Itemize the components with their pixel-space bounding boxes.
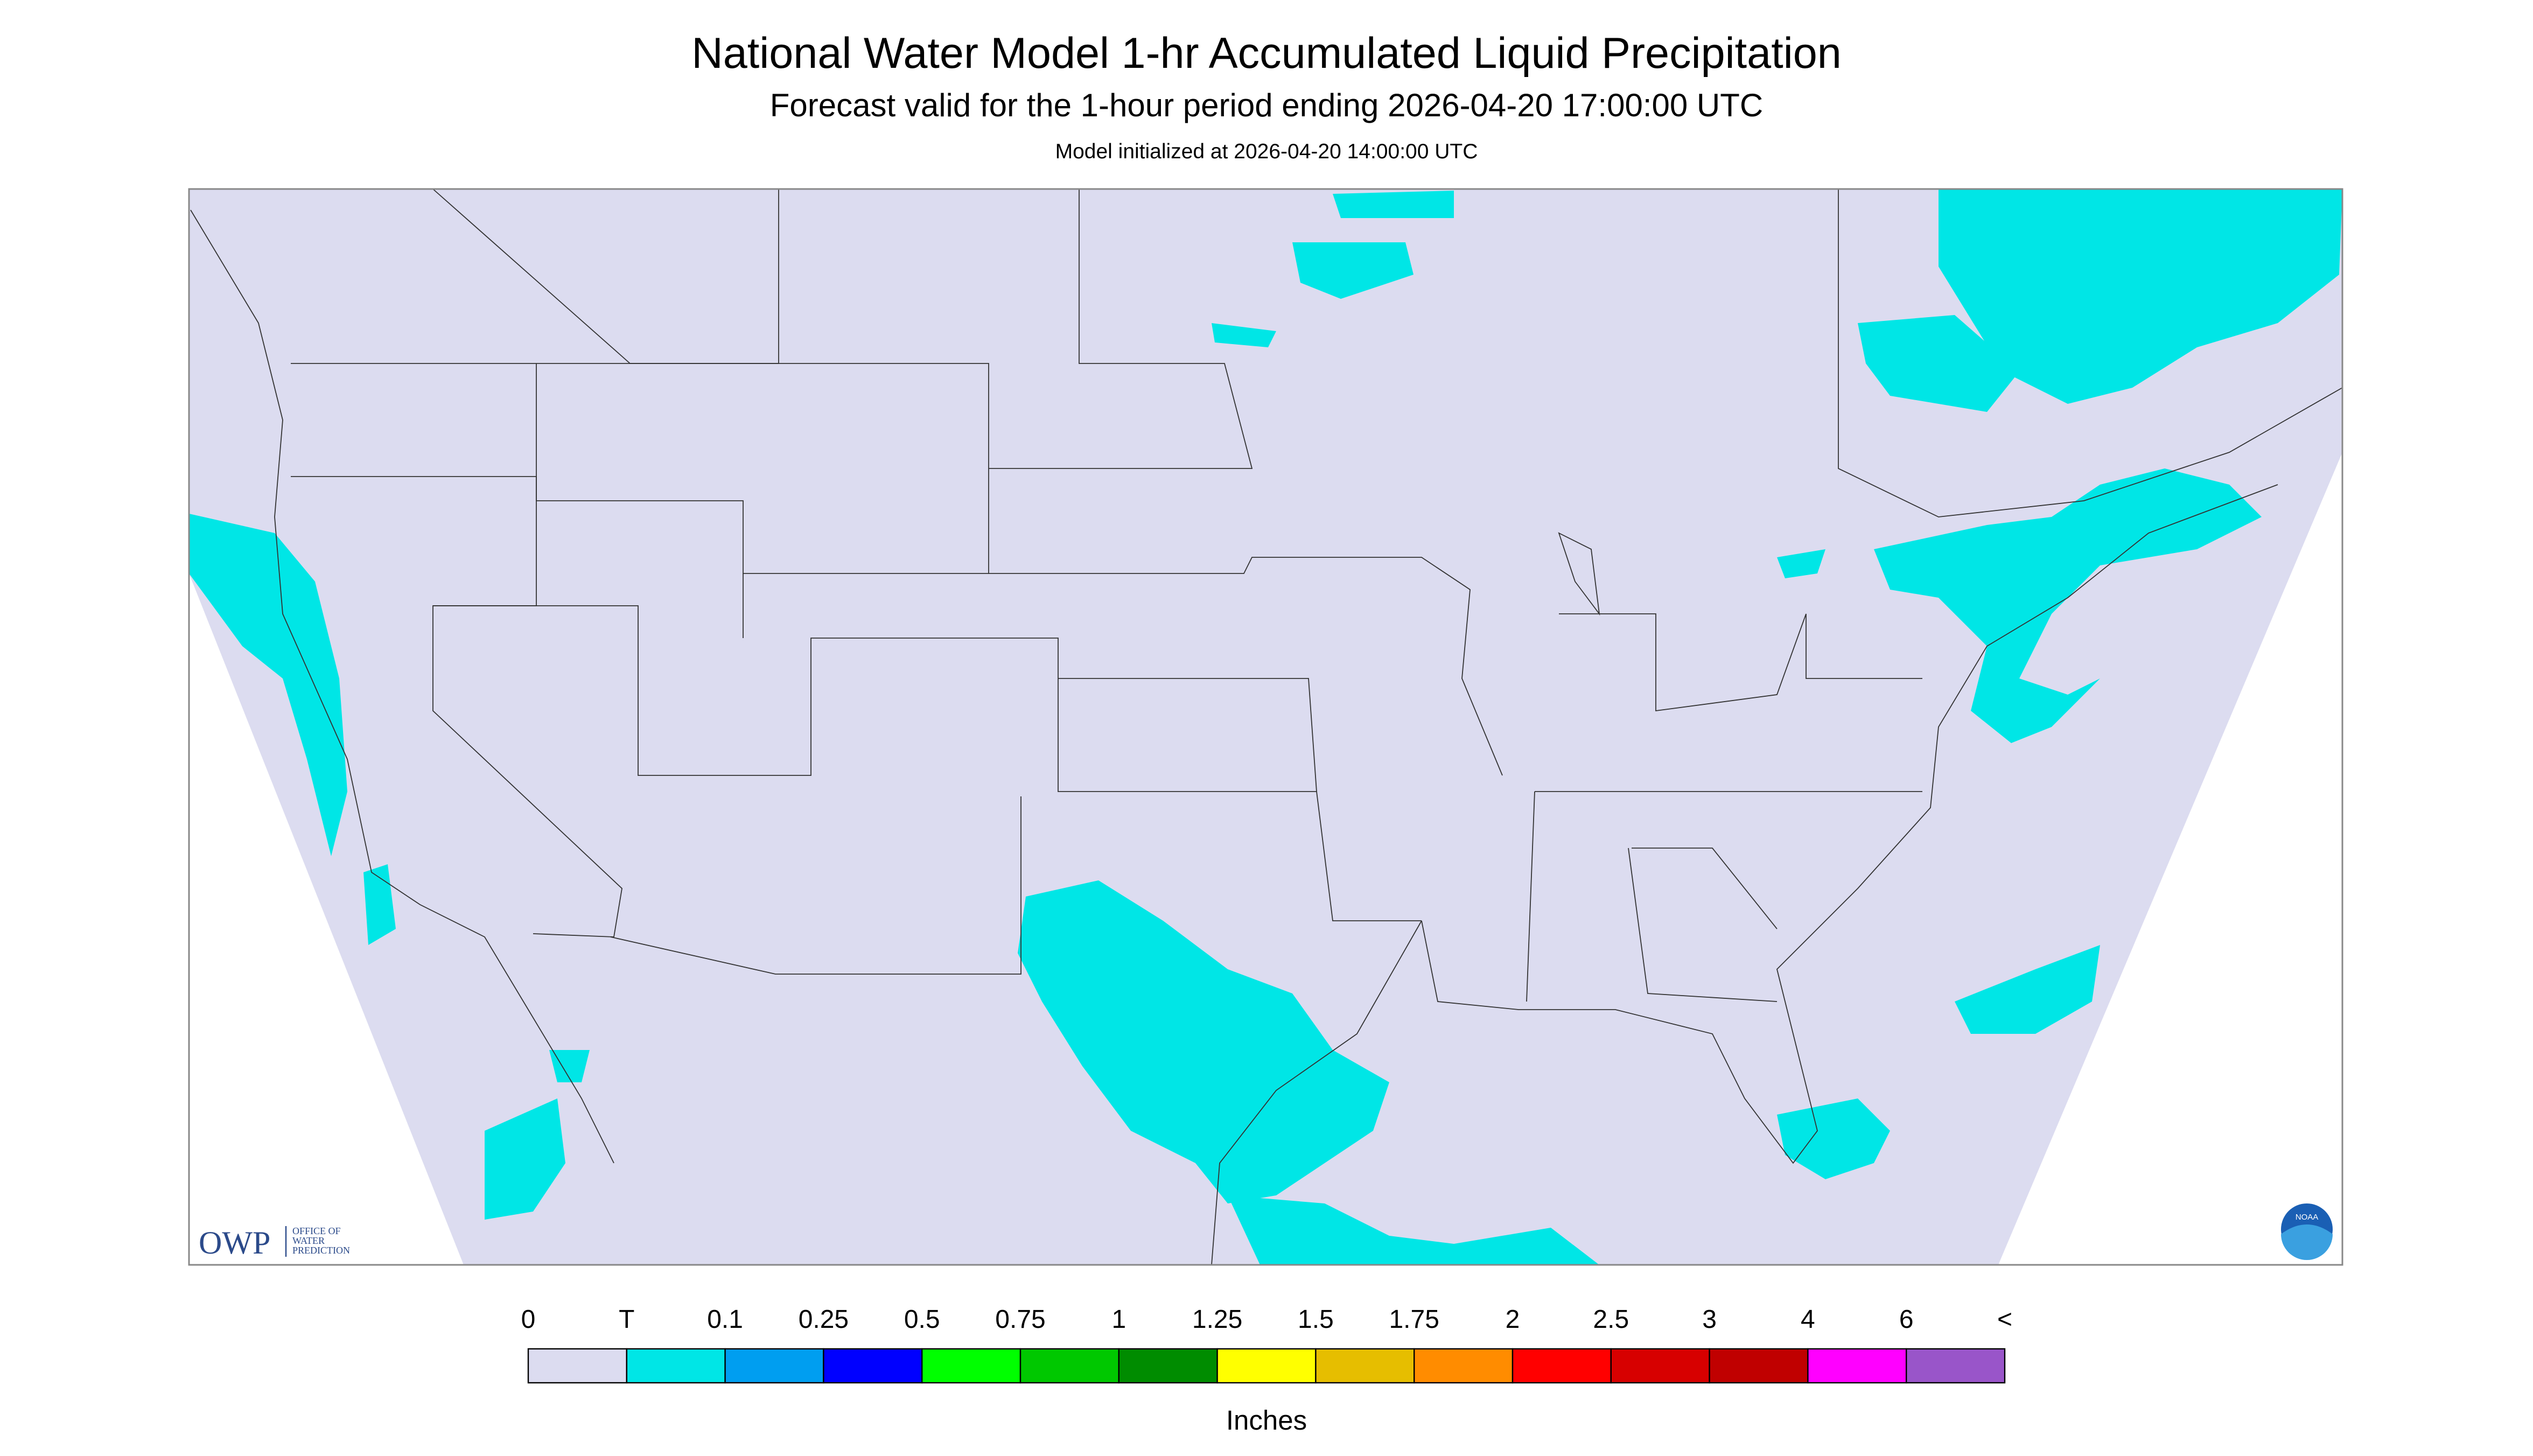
legend-swatch (626, 1348, 726, 1384)
org-name: OFFICE OF (292, 1226, 341, 1236)
legend: 0 T 0.1 0.25 0.5 0.75 1 1.25 1.5 1.75 2 2.5 3 4 6 < (521, 1305, 2012, 1384)
legend-swatch (1807, 1348, 1907, 1384)
legend-label: 0.5 (904, 1305, 940, 1334)
map-frame (188, 188, 2343, 1266)
legend-label: 3 (1702, 1305, 1717, 1334)
legend-swatch (921, 1348, 1021, 1384)
owp-mark: OWP (199, 1225, 270, 1261)
legend-label: 1 (1111, 1305, 1126, 1334)
legend-swatch (1118, 1348, 1218, 1384)
noaa-logo: NOAA (2281, 1203, 2333, 1261)
legend-label: < (1997, 1305, 2012, 1334)
legend-swatch (1512, 1348, 1612, 1384)
legend-label: 4 (1801, 1305, 1815, 1334)
subtitle: Forecast valid for the 1-hour period end… (770, 87, 1763, 123)
noaa-text: NOAA (2296, 1213, 2319, 1222)
owp-logo: OWP OFFICE OF WATER PREDICTION (199, 1225, 350, 1261)
legend-label: 1.75 (1389, 1305, 1439, 1334)
legend-label: 2 (1506, 1305, 1520, 1334)
legend-label: 0.75 (995, 1305, 1045, 1334)
org-name: PREDICTION (292, 1245, 350, 1256)
legend-swatch (724, 1348, 824, 1384)
legend-unit: Inches (1226, 1405, 1307, 1436)
legend-swatch (1610, 1348, 1710, 1384)
title: National Water Model 1-hr Accumulated Li… (691, 29, 1842, 78)
legend-swatch (1315, 1348, 1415, 1384)
legend-label: 0 (521, 1305, 536, 1334)
legend-swatch (823, 1348, 923, 1384)
legend-swatch (1216, 1348, 1317, 1384)
borders (190, 188, 2343, 1265)
init-time: Model initialized at 2026-04-20 14:00:00… (1055, 140, 1478, 163)
legend-label: 0.1 (707, 1305, 743, 1334)
legend-swatch (1905, 1348, 2006, 1384)
legend-label: 0.25 (799, 1305, 849, 1334)
legend-label: T (619, 1305, 634, 1334)
legend-label: 1.5 (1298, 1305, 1334, 1334)
precipitation-areas (189, 189, 2342, 1265)
org-name: WATER (292, 1235, 325, 1246)
legend-swatch (1414, 1348, 1514, 1384)
legend-swatch (1019, 1348, 1120, 1384)
map (188, 188, 2343, 1266)
legend-swatch (527, 1348, 628, 1384)
legend-swatch (1709, 1348, 1809, 1384)
legend-label: 2.5 (1593, 1305, 1629, 1334)
legend-label: 1.25 (1192, 1305, 1242, 1334)
legend-label: 6 (1899, 1305, 1914, 1334)
model-domain (189, 189, 2342, 1265)
